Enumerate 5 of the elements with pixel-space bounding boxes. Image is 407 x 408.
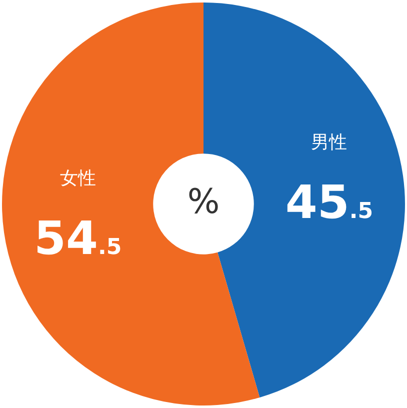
data-label: 45.5 xyxy=(285,175,374,230)
data-label: 54.5 xyxy=(34,210,122,265)
slice-label: 男性 xyxy=(311,132,348,154)
text: % xyxy=(187,182,220,222)
slice-label: 女性 xyxy=(60,168,96,189)
